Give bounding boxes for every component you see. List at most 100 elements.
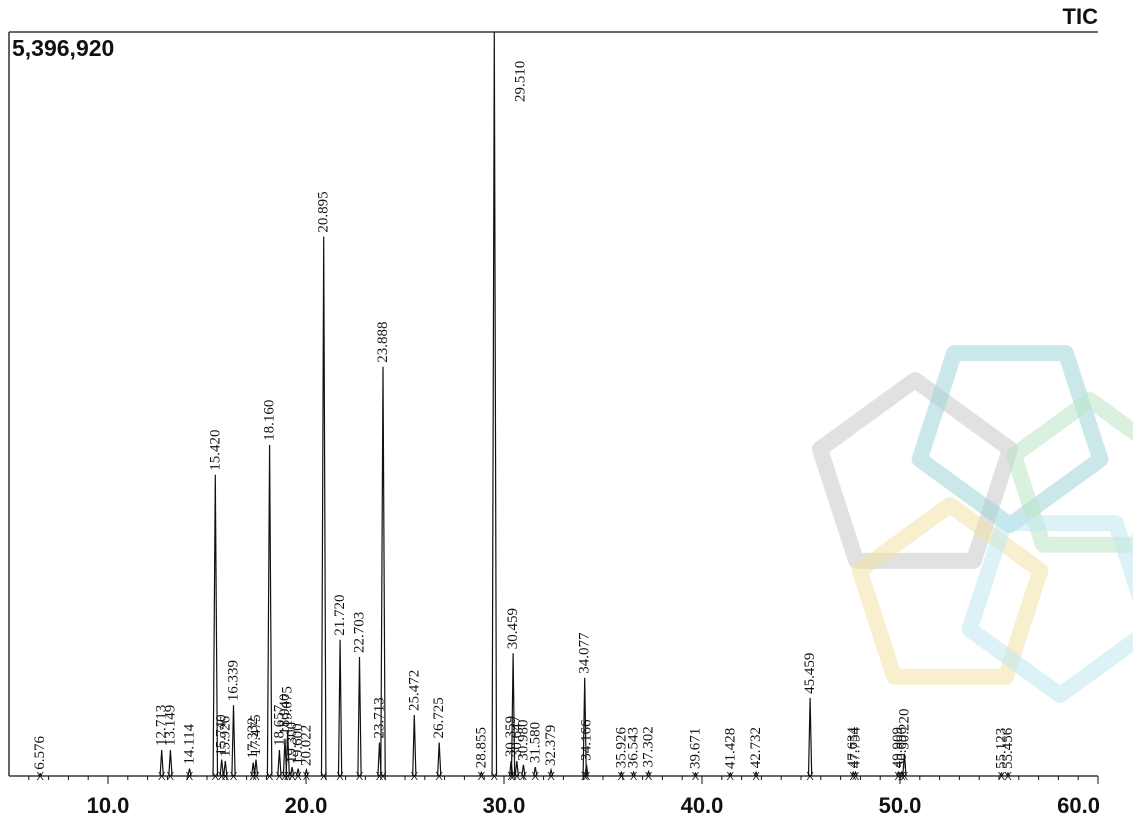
peak-marker	[379, 771, 387, 781]
peak-label: 34.077	[577, 632, 593, 674]
peak-marker	[1004, 771, 1012, 781]
peak-label: 30.459	[505, 608, 521, 649]
peak-marker	[252, 771, 260, 781]
peak-label: 29.510	[512, 61, 528, 102]
peak-label: 6.576	[32, 736, 48, 770]
peak-label: 22.703	[352, 612, 368, 653]
peak-marker	[583, 771, 590, 781]
peak-label: 20.895	[316, 191, 332, 232]
peak-label: 14.114	[182, 723, 198, 764]
peak-label: 37.302	[641, 726, 657, 767]
peak-label: 55.123	[993, 728, 1009, 769]
peak-marker	[281, 771, 289, 781]
peak-line	[437, 742, 442, 777]
peaks-group	[36, 31, 1012, 781]
peak-line	[521, 764, 526, 777]
peak-line	[582, 677, 587, 777]
peak-line	[337, 639, 343, 777]
peak-label: 55.456	[1000, 727, 1016, 769]
peak-marker	[852, 771, 859, 781]
peak-marker	[320, 771, 328, 781]
peak-label: 15.740	[214, 714, 230, 755]
peak-marker	[901, 771, 908, 781]
peak-line	[295, 768, 301, 777]
peak-marker	[411, 771, 418, 781]
peak-label: 50.096	[894, 727, 910, 769]
peak-label: 31.580	[527, 722, 543, 763]
peak-label: 50.220	[896, 708, 912, 749]
peak-marker	[547, 771, 555, 781]
peak-label: 15.420	[207, 429, 223, 470]
peak-label: 18.657	[271, 704, 287, 746]
peak-label: 45.459	[802, 653, 818, 694]
peak-label: 18.160	[262, 400, 278, 441]
peak-label: 16.339	[226, 660, 242, 701]
peak-line	[285, 731, 290, 777]
peak-label: 23.713	[372, 697, 388, 738]
peak-label: 36.543	[626, 727, 642, 768]
peak-label: 30.359	[503, 716, 519, 757]
peak-marker	[478, 771, 485, 781]
watermark-pentagon-2	[911, 345, 1109, 533]
peak-marker	[630, 771, 637, 781]
peak-line	[412, 714, 417, 777]
peak-label: 41.428	[722, 728, 738, 769]
peak-line	[320, 236, 327, 777]
watermark-pentagon-5	[961, 515, 1133, 703]
y-max-label: 5,396,920	[12, 35, 114, 61]
peak-line	[223, 761, 228, 777]
peak-label: 32.379	[543, 725, 559, 766]
peak-marker	[356, 771, 363, 781]
peak-line	[289, 766, 295, 777]
watermark-pentagon-1	[811, 372, 1019, 569]
watermark-pentagon-3	[1005, 392, 1133, 553]
watermark-pentagon-4	[851, 497, 1049, 685]
peak-marker	[276, 771, 283, 781]
peak-label: 23.888	[375, 322, 391, 363]
peak-line	[159, 749, 164, 777]
peak-marker	[36, 771, 44, 781]
peak-line	[491, 31, 498, 777]
peak-label: 15.926	[217, 715, 233, 757]
tic-label: TIC	[1063, 4, 1099, 29]
peak-line	[277, 749, 282, 777]
peak-line	[212, 474, 219, 777]
peak-line	[510, 653, 516, 777]
peak-marker	[336, 771, 344, 781]
peak-line	[902, 753, 907, 777]
peak-label: 21.720	[332, 595, 348, 636]
peak-label: 13.149	[162, 705, 178, 746]
peak-line	[514, 761, 519, 777]
peak-label: 39.671	[688, 728, 704, 769]
watermark-logo	[811, 345, 1133, 703]
peak-label: 47.634	[845, 727, 861, 769]
peak-label: 12.713	[154, 705, 170, 746]
peak-marker	[167, 771, 174, 781]
peak-line	[807, 697, 813, 777]
peak-label: 30.647	[509, 715, 525, 757]
x-tick-label: 40.0	[681, 793, 724, 818]
peak-line	[231, 705, 236, 777]
peak-label: 26.725	[431, 697, 447, 738]
peak-marker	[618, 771, 625, 781]
peak-marker	[222, 771, 229, 781]
peak-label: 30.980	[515, 720, 531, 761]
peak-label: 17.332	[245, 717, 261, 758]
peak-line	[253, 759, 259, 777]
peak-line	[266, 444, 273, 777]
peak-label: 17.475	[248, 714, 264, 755]
peak-label: 42.732	[748, 727, 764, 768]
peak-marker	[806, 771, 814, 781]
peak-marker	[752, 771, 760, 781]
peak-line	[187, 768, 192, 777]
peak-label: 18.940	[277, 694, 293, 735]
peak-marker	[490, 771, 498, 781]
peak-line	[38, 772, 43, 777]
peak-label: 28.855	[473, 727, 489, 768]
peak-marker	[531, 771, 539, 781]
x-tick-label: 50.0	[879, 793, 922, 818]
peak-marker	[507, 771, 515, 781]
peak-label: 19.075	[280, 686, 296, 727]
